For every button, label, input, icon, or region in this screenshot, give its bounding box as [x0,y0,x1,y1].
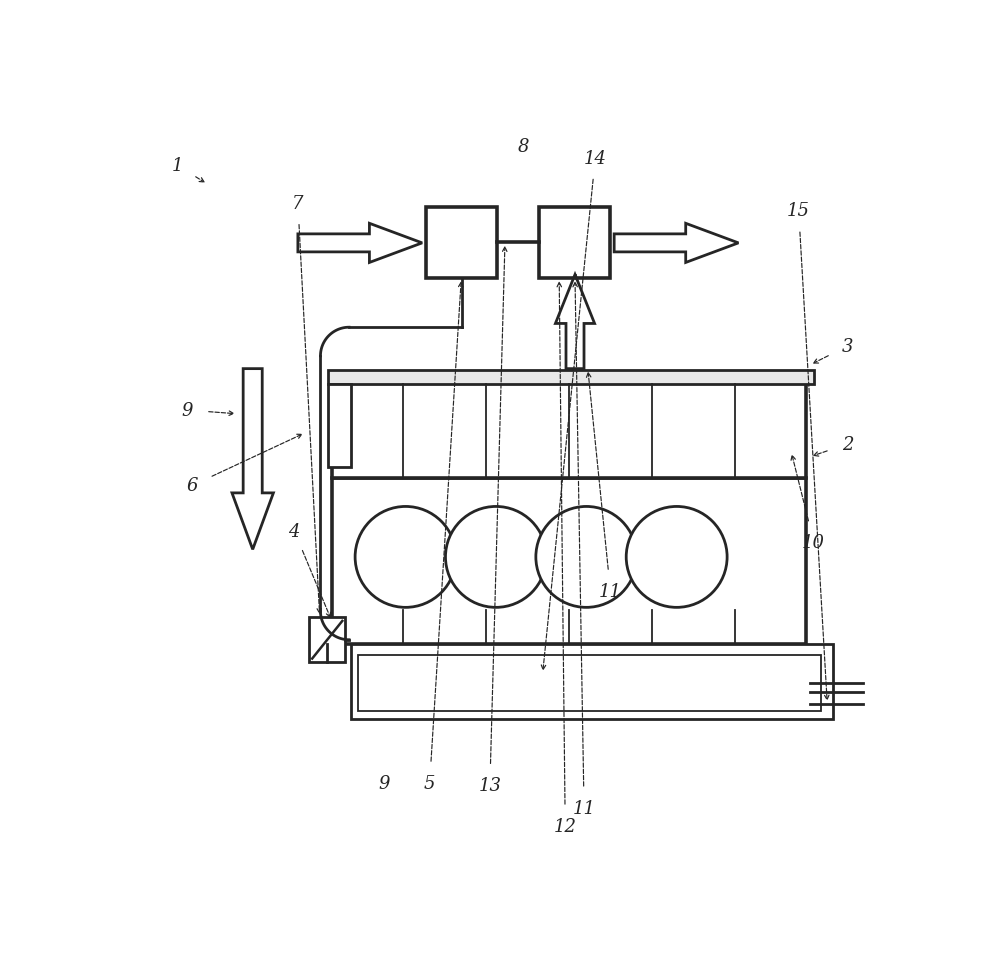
Text: 4: 4 [288,522,300,540]
Text: 3: 3 [842,338,853,356]
Text: 10: 10 [802,533,825,551]
Bar [539,207,610,279]
Text: 11: 11 [599,582,622,600]
Text: 8: 8 [518,139,530,156]
Bar [332,380,806,479]
Polygon shape [232,369,273,550]
Bar [328,384,351,467]
Text: 9: 9 [181,402,193,420]
Circle shape [355,507,456,608]
Circle shape [536,507,637,608]
Circle shape [445,507,546,608]
Bar [309,617,345,662]
Bar [351,644,833,719]
Text: 7: 7 [292,194,304,213]
Text: 9: 9 [379,774,390,792]
Bar [328,370,814,384]
Text: 11: 11 [573,799,596,817]
Polygon shape [555,276,595,369]
Text: 5: 5 [424,774,435,792]
Circle shape [626,507,727,608]
Text: 14: 14 [584,149,607,168]
Bar [426,207,497,279]
Text: 1: 1 [172,157,183,175]
Polygon shape [298,224,422,263]
Text: 2: 2 [842,436,853,453]
Text: 15: 15 [787,202,810,220]
Bar [332,479,806,644]
Text: 6: 6 [187,477,198,495]
Text: 12: 12 [554,817,577,835]
Polygon shape [614,224,738,263]
Text: 13: 13 [478,777,501,794]
Bar [358,656,821,711]
